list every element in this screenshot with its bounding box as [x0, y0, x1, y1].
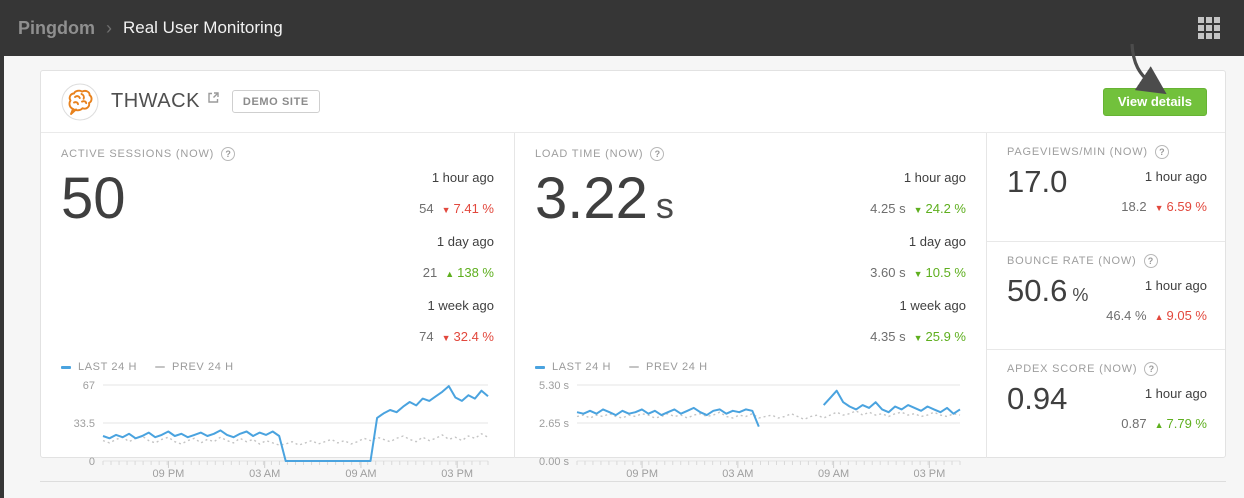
- panel-title: PAGEVIEWS/MIN (NOW): [1007, 146, 1148, 158]
- site-name: THWACK: [111, 90, 200, 112]
- help-icon[interactable]: ?: [1143, 253, 1158, 268]
- legend-dash-previous: [155, 366, 166, 368]
- chart-legend: LAST 24 H PREV 24 H: [61, 361, 494, 373]
- load-time-comparisons: 1 hour ago 4.25 s ▼ 24.2 % 1 day ago 3.60 …: [870, 170, 966, 344]
- apdex-comparison: 1 hour ago 0.87 ▲ 7.79 %: [1121, 386, 1207, 432]
- active-sessions-chart: 67 33.5 0 09 PM 03 AM 09 AM 03 PM: [61, 379, 494, 480]
- trend-indicator: ▼ 6.59 %: [1154, 199, 1207, 214]
- bounce-rate-comparison: 1 hour ago 46.4 % ▲ 9.05 %: [1106, 277, 1207, 323]
- panel-active-sessions: ACTIVE SESSIONS (NOW) ? 50 1 hour ago 54…: [41, 133, 514, 480]
- apdex-value: 0.94: [1007, 381, 1068, 417]
- bounce-rate-value: 50.6%: [1007, 272, 1089, 308]
- breadcrumb-chevron-icon: ›: [106, 17, 112, 38]
- chart-legend: LAST 24 H PREV 24 H: [535, 361, 966, 373]
- svg-text:33.5: 33.5: [74, 418, 95, 430]
- top-navigation-bar: Pingdom › Real User Monitoring: [0, 0, 1244, 56]
- svg-text:03 AM: 03 AM: [722, 468, 753, 479]
- panel-pageviews: PAGEVIEWS/MIN (NOW) ? 17.0 1 hour ago 18…: [987, 133, 1225, 241]
- trend-indicator: ▼ 25.9 %: [913, 329, 966, 344]
- apps-grid-icon[interactable]: [1198, 17, 1220, 39]
- panel-title: ACTIVE SESSIONS (NOW): [61, 148, 215, 160]
- svg-text:09 AM: 09 AM: [818, 468, 849, 479]
- page-divider: [40, 481, 1226, 482]
- help-icon[interactable]: ?: [1144, 362, 1159, 377]
- panel-title: LOAD TIME (NOW): [535, 148, 644, 160]
- panel-bounce-rate: BOUNCE RATE (NOW) ? 50.6% 1 hour ago 46.…: [987, 240, 1225, 350]
- trend-indicator: ▼ 7.41 %: [441, 201, 494, 216]
- svg-text:09 PM: 09 PM: [626, 468, 658, 479]
- svg-text:5.30 s: 5.30 s: [539, 380, 569, 392]
- svg-text:67: 67: [83, 380, 95, 392]
- metrics-column: PAGEVIEWS/MIN (NOW) ? 17.0 1 hour ago 18…: [986, 133, 1225, 458]
- brand-pingdom[interactable]: Pingdom: [18, 17, 95, 38]
- svg-text:2.65 s: 2.65 s: [539, 418, 569, 430]
- active-sessions-comparisons: 1 hour ago 54 ▼ 7.41 % 1 day ago 21 ▲ 138 % …: [419, 170, 494, 344]
- load-time-chart: 5.30 s 2.65 s 0.00 s 09 PM 03 AM 09 AM 03 PM: [535, 379, 966, 480]
- thwack-brain-logo: [61, 83, 99, 120]
- svg-text:09 AM: 09 AM: [345, 468, 376, 479]
- svg-text:0.00 s: 0.00 s: [539, 456, 569, 468]
- external-link-icon[interactable]: [207, 91, 220, 104]
- svg-text:03 AM: 03 AM: [249, 468, 280, 479]
- svg-text:03 PM: 03 PM: [441, 468, 473, 479]
- panel-apdex-score: APDEX SCORE (NOW) ? 0.94 1 hour ago 0.87…: [987, 349, 1225, 458]
- trend-indicator: ▲ 7.79 %: [1154, 416, 1207, 432]
- load-time-value: 3.22 s: [535, 166, 674, 231]
- svg-text:03 PM: 03 PM: [913, 468, 945, 479]
- svg-text:09 PM: 09 PM: [153, 468, 185, 479]
- panel-load-time: LOAD TIME (NOW) ? 3.22 s 1 hour ago 4.25 …: [514, 133, 986, 480]
- svg-text:0: 0: [89, 456, 95, 468]
- left-edge-strip: [0, 0, 4, 498]
- demo-site-badge: DEMO SITE: [231, 90, 320, 113]
- page-title: Real User Monitoring: [123, 18, 283, 37]
- trend-indicator: ▲ 138 %: [445, 265, 494, 280]
- panel-title: APDEX SCORE (NOW): [1007, 363, 1138, 376]
- active-sessions-value: 50: [61, 166, 126, 231]
- legend-dash-current: [61, 365, 71, 369]
- panel-title: BOUNCE RATE (NOW): [1007, 254, 1137, 267]
- legend-dash-current: [535, 365, 545, 369]
- site-header: THWACK DEMO SITE View details: [41, 71, 1225, 133]
- trend-indicator: ▼ 24.2 %: [913, 201, 966, 216]
- pageviews-value: 17.0: [1007, 164, 1068, 199]
- rum-summary-card: THWACK DEMO SITE View details ACTIVE SES…: [40, 70, 1226, 480]
- view-details-button[interactable]: View details: [1102, 87, 1207, 116]
- trend-indicator: ▼ 32.4 %: [441, 329, 494, 344]
- pageviews-comparison: 1 hour ago 18.2 ▼ 6.59 %: [1121, 169, 1207, 214]
- help-icon[interactable]: ?: [221, 147, 236, 161]
- help-icon[interactable]: ?: [1154, 145, 1169, 159]
- trend-indicator: ▼ 10.5 %: [913, 265, 966, 280]
- legend-dash-previous: [629, 366, 640, 368]
- trend-indicator: ▲ 9.05 %: [1154, 307, 1207, 323]
- help-icon[interactable]: ?: [650, 147, 665, 161]
